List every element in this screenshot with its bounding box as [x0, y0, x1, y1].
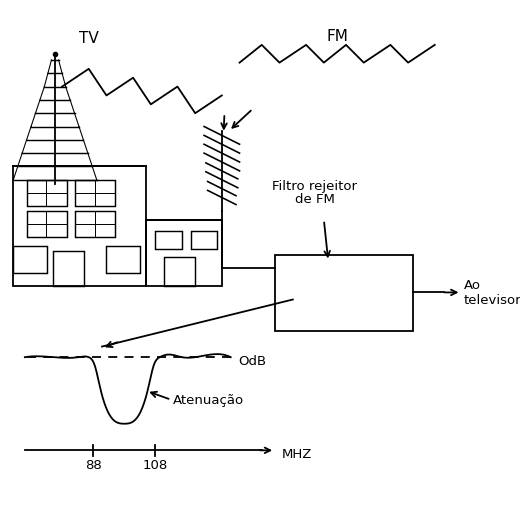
Bar — [75, 212, 115, 238]
Text: 108: 108 — [142, 458, 168, 471]
Bar — [155, 232, 182, 249]
Bar — [164, 258, 195, 287]
Bar — [27, 180, 67, 207]
Text: televisor: televisor — [464, 293, 520, 307]
Text: TV: TV — [79, 31, 99, 46]
Text: de FM: de FM — [295, 192, 335, 206]
Text: Filtro rejeitor: Filtro rejeitor — [272, 179, 357, 192]
Bar — [191, 232, 217, 249]
Text: Ao: Ao — [464, 278, 481, 291]
Bar — [275, 256, 412, 331]
Text: Atenuação: Atenuação — [173, 393, 244, 407]
Bar — [14, 167, 147, 287]
Text: 88: 88 — [85, 458, 101, 471]
Bar — [53, 251, 84, 287]
Bar — [107, 247, 140, 273]
Bar — [147, 220, 222, 287]
Text: FM: FM — [326, 28, 348, 43]
Text: MHZ: MHZ — [282, 447, 313, 461]
Bar — [27, 212, 67, 238]
Bar — [75, 180, 115, 207]
Text: OdB: OdB — [238, 355, 266, 368]
Bar — [14, 247, 47, 273]
